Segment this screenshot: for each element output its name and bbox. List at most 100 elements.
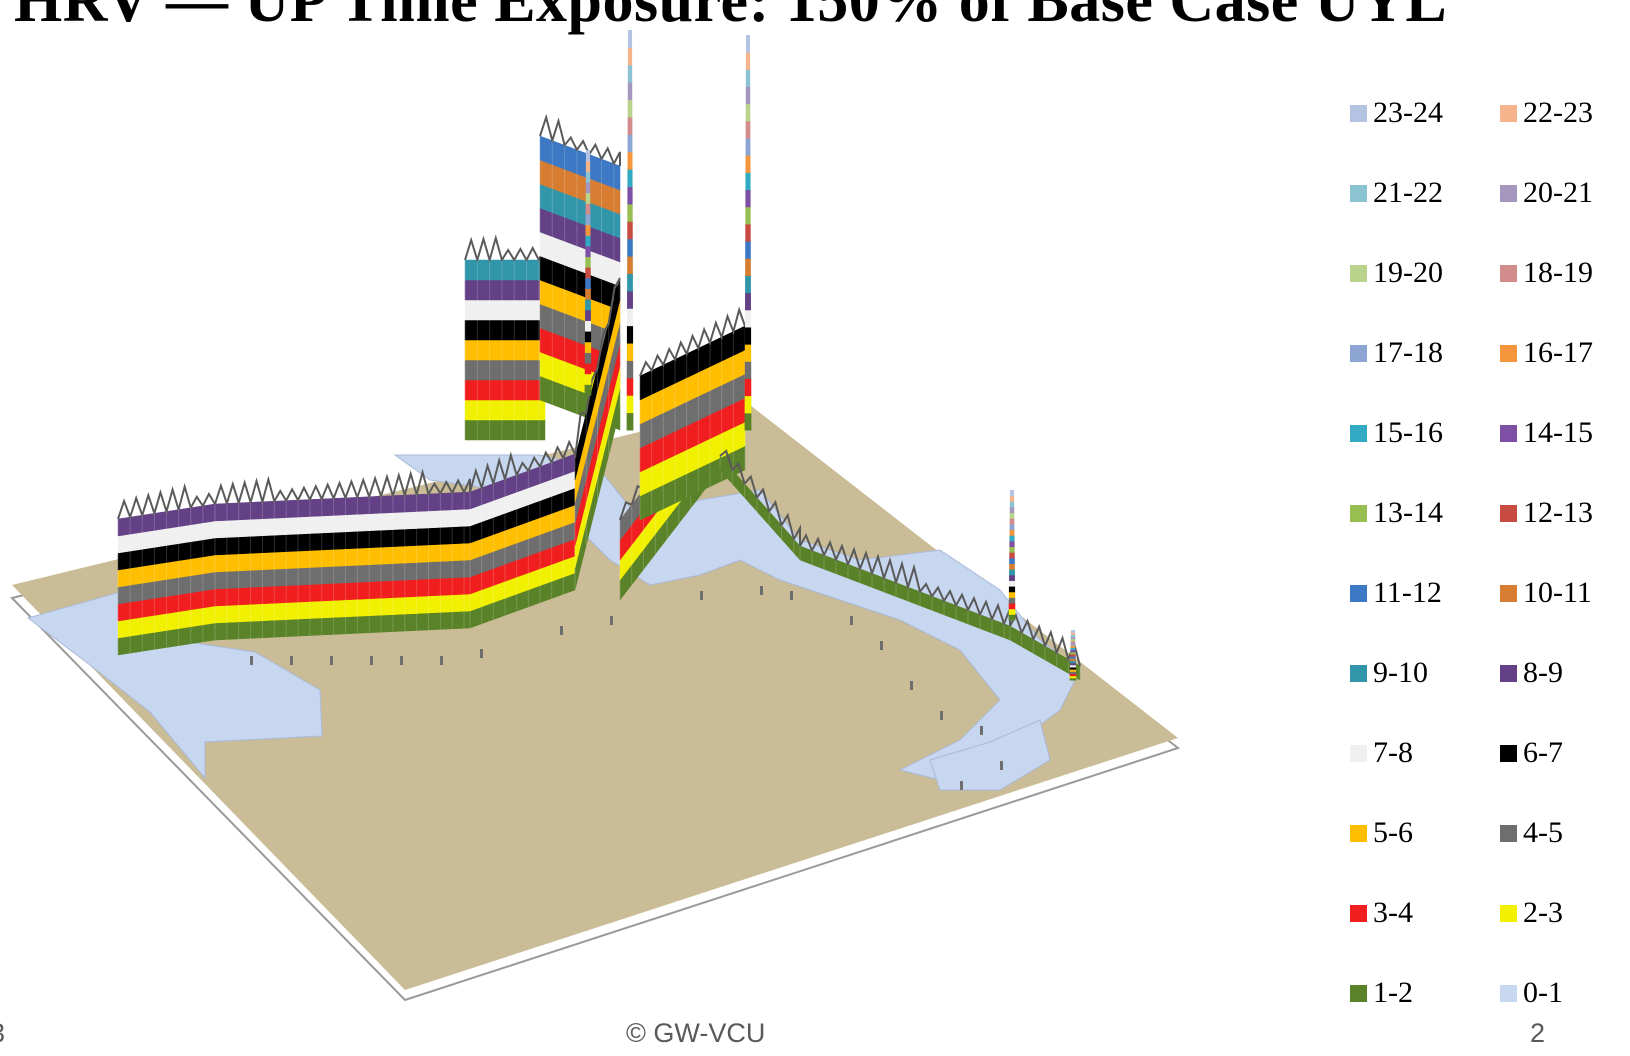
peak-spike xyxy=(1008,490,1016,621)
legend-item-1-2: 1-2 xyxy=(1350,976,1500,1056)
legend-item-21-22: 21-22 xyxy=(1350,176,1500,256)
spike-band xyxy=(1069,677,1077,681)
spike-band xyxy=(627,82,633,101)
legend-item-13-14: 13-14 xyxy=(1350,496,1500,576)
legend-swatch xyxy=(1350,905,1367,922)
legend-label: 12-13 xyxy=(1523,496,1593,529)
wall-segment xyxy=(574,277,621,591)
spike-band xyxy=(585,299,591,311)
spike-band xyxy=(744,326,752,345)
spike-band xyxy=(744,361,752,379)
spike-band xyxy=(627,134,633,153)
coast-post xyxy=(700,591,703,600)
spike-band xyxy=(745,138,751,156)
spike-band xyxy=(584,331,592,343)
spike-band xyxy=(585,235,591,247)
spike-band xyxy=(1070,638,1076,642)
spike-band xyxy=(1009,518,1015,525)
surface-plot xyxy=(10,30,1181,1002)
wall-segment xyxy=(799,532,1011,641)
legend-item-14-15: 14-15 xyxy=(1500,416,1630,496)
spike-band xyxy=(584,384,592,396)
wall-spikes xyxy=(469,439,576,493)
coast-post xyxy=(370,656,373,665)
coast-post xyxy=(250,656,253,665)
spike-band xyxy=(1009,529,1015,536)
spike-band xyxy=(585,309,591,321)
spike-band xyxy=(627,203,633,222)
legend-item-12-13: 12-13 xyxy=(1500,496,1630,576)
spike-band xyxy=(585,181,591,194)
legend-item-0-1: 0-1 xyxy=(1500,976,1630,1056)
coast-post xyxy=(960,781,963,790)
spike-band xyxy=(745,69,751,88)
spike-band xyxy=(626,343,634,361)
spike-band xyxy=(745,35,751,53)
coast-post xyxy=(880,641,883,650)
spike-band xyxy=(626,377,634,396)
chart-title: HRV — UP Time Exposure: 150% of Base Cas… xyxy=(14,0,1448,35)
coast-post xyxy=(610,616,613,625)
spike-band xyxy=(1009,501,1015,508)
coast-post xyxy=(790,591,793,600)
legend-label: 8-9 xyxy=(1523,656,1563,689)
legend-swatch xyxy=(1350,185,1367,202)
coast-post xyxy=(980,726,983,735)
legend-item-4-5: 4-5 xyxy=(1500,816,1630,896)
spike-band xyxy=(627,256,633,274)
coast-post xyxy=(910,681,913,690)
spike-band xyxy=(745,206,751,225)
spike-band xyxy=(1008,586,1016,593)
coast-post xyxy=(290,656,293,665)
spike-band xyxy=(627,238,633,257)
legend-item-2-3: 2-3 xyxy=(1500,896,1630,976)
spike-band xyxy=(1070,632,1076,635)
wall-spikes xyxy=(539,113,621,167)
legend-swatch xyxy=(1500,985,1517,1002)
coast-post xyxy=(330,656,333,665)
coast-post xyxy=(1000,761,1003,770)
spike-band xyxy=(627,30,633,48)
legend-item-20-21: 20-21 xyxy=(1500,176,1630,256)
legend-label: 21-22 xyxy=(1373,176,1443,209)
spike-band xyxy=(584,320,592,332)
spike-band xyxy=(1069,666,1077,670)
spike-band xyxy=(744,412,752,431)
spike-band xyxy=(584,363,592,375)
legend-label: 10-11 xyxy=(1523,576,1592,609)
coast-post xyxy=(400,656,403,665)
wall-spikes xyxy=(214,468,471,507)
spike-band xyxy=(585,256,591,268)
spike-band xyxy=(585,160,591,172)
footer-copyright: © GW-VCU xyxy=(626,1018,766,1048)
spike-band xyxy=(1009,506,1015,514)
legend-swatch xyxy=(1350,425,1367,442)
spike-band xyxy=(585,224,591,236)
wall-spikes xyxy=(117,482,216,521)
spike-band xyxy=(1009,535,1015,542)
spike-band xyxy=(1069,664,1077,668)
spike-band xyxy=(627,290,633,309)
legend-item-17-18: 17-18 xyxy=(1350,336,1500,416)
spike-band xyxy=(1009,552,1015,559)
spike-band xyxy=(585,277,591,289)
spike-band xyxy=(1070,651,1076,655)
spike-band xyxy=(745,103,751,122)
legend-label: 15-16 xyxy=(1373,416,1443,449)
spike-band xyxy=(1009,512,1015,519)
legend-swatch xyxy=(1350,745,1367,762)
peak-spike xyxy=(744,35,752,431)
legend-item-11-12: 11-12 xyxy=(1350,576,1500,656)
legend-item-23-24: 23-24 xyxy=(1350,96,1500,176)
legend-swatch xyxy=(1500,745,1517,762)
spike-band xyxy=(585,213,591,226)
wall-segment xyxy=(464,234,546,441)
spike-band xyxy=(584,352,592,364)
spike-band xyxy=(744,395,752,414)
spike-band xyxy=(626,395,634,414)
water-region xyxy=(929,719,1051,791)
legend-swatch xyxy=(1350,265,1367,282)
spike-band xyxy=(1008,591,1016,598)
spike-band xyxy=(585,150,591,162)
legend-label: 7-8 xyxy=(1373,736,1413,769)
